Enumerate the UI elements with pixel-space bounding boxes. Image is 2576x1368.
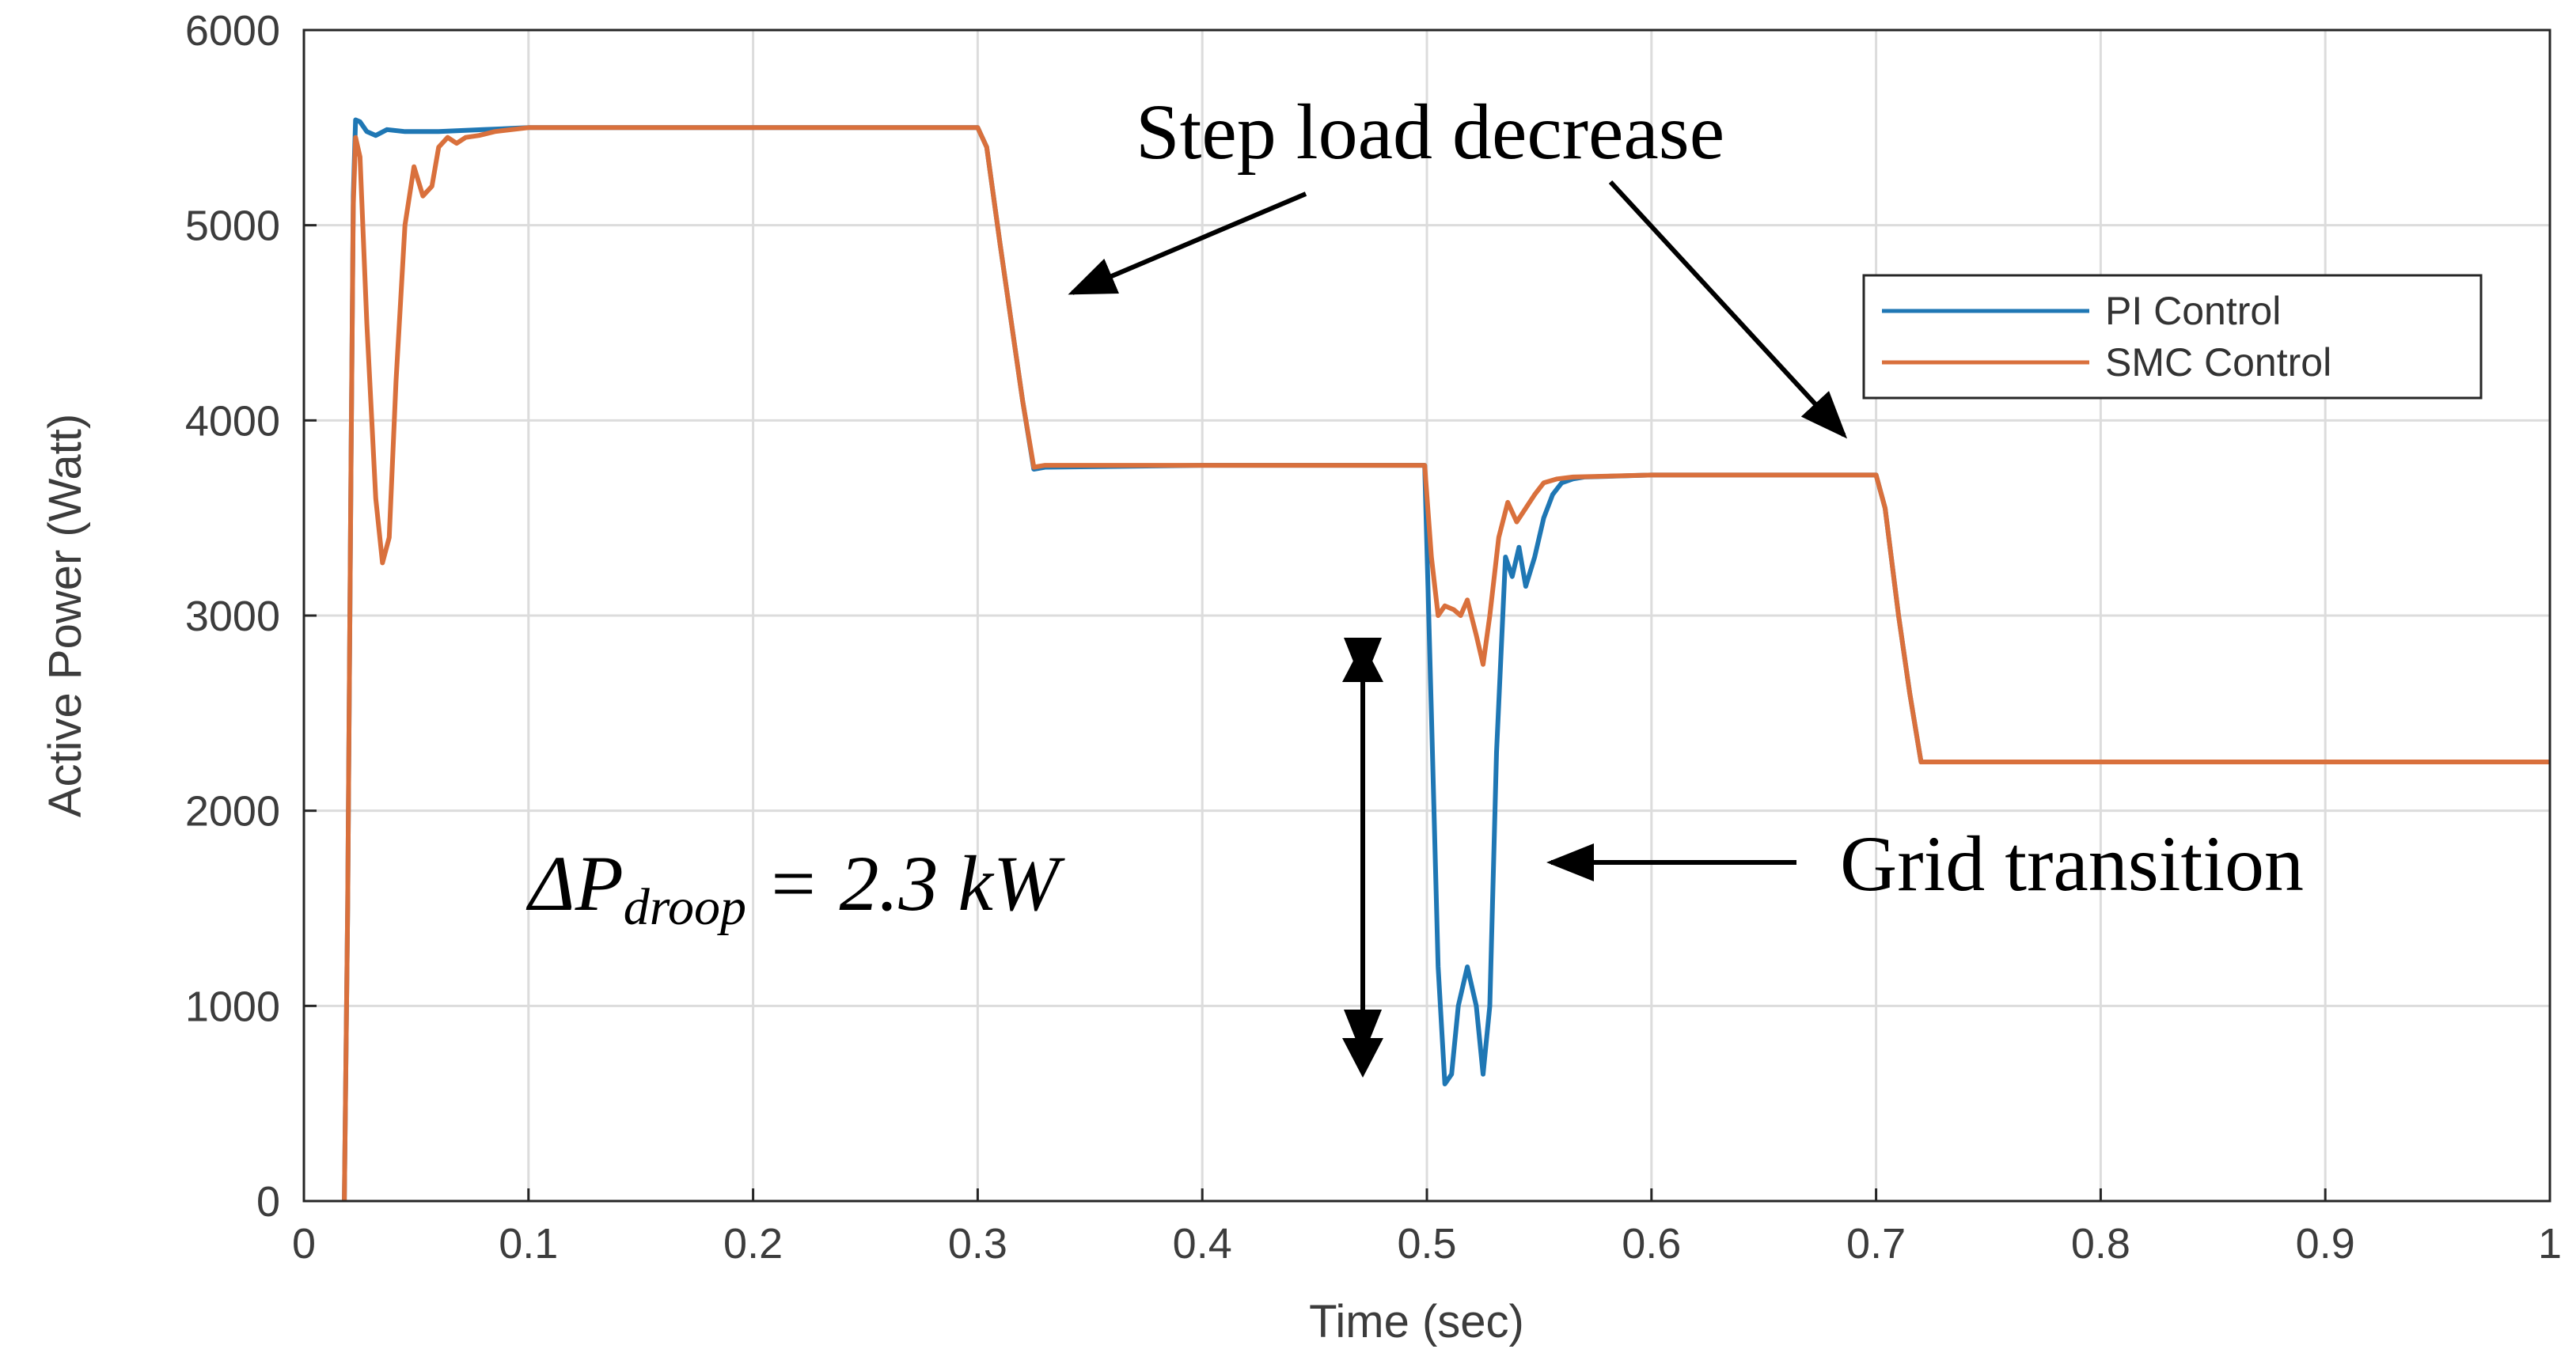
arrow-step-load-left <box>1068 191 1307 295</box>
y-tick-label: 0 <box>256 1178 280 1226</box>
x-tick-label: 0.7 <box>1846 1220 1906 1268</box>
y-tick-label: 4000 <box>185 397 280 445</box>
annotation-delta-p-droop: ΔPdroop = 2.3 kW <box>525 839 1065 936</box>
arrow-step-load-right <box>1608 180 1848 439</box>
y-tick-label: 1000 <box>185 983 280 1030</box>
annotation-step-load: Step load decrease <box>1136 88 1724 176</box>
x-tick-label: 1 <box>2538 1220 2562 1268</box>
tick-labels: 0 0.1 0.2 0.3 0.4 0.5 0.6 0.7 0.8 0.9 1 0 1000 2000 30… <box>185 7 2562 1268</box>
x-tick-label: 0 <box>292 1220 316 1268</box>
delta-value: = 2.3 kW <box>746 839 1065 927</box>
x-axis-label: Time (sec) <box>1309 1296 1524 1347</box>
x-tick-label: 0.2 <box>723 1220 783 1268</box>
x-tick-label: 0.1 <box>499 1220 558 1268</box>
legend-label-pi: PI Control <box>2105 289 2281 333</box>
annotation-grid-transition: Grid transition <box>1840 820 2304 908</box>
y-tick-label: 2000 <box>185 788 280 836</box>
legend: PI Control SMC Control <box>1862 274 2483 400</box>
x-tick-label: 0.6 <box>1622 1220 1681 1268</box>
delta-symbol: ΔP <box>525 839 624 927</box>
delta-subscript: droop <box>624 878 746 936</box>
x-tick-label: 0.3 <box>948 1220 1007 1268</box>
series-layer <box>342 117 2550 1201</box>
x-tick-label: 0.5 <box>1397 1220 1456 1268</box>
annotations: Step load decrease Grid transition ΔPdro… <box>525 88 2304 1078</box>
x-tick-label: 0.4 <box>1173 1220 1232 1268</box>
y-tick-label: 5000 <box>185 203 280 250</box>
legend-label-smc: SMC Control <box>2105 340 2331 385</box>
series-line-smc-control <box>342 125 2550 1201</box>
x-tick-label: 0.8 <box>2071 1220 2130 1268</box>
y-tick-label: 3000 <box>185 593 280 640</box>
y-tick-label: 6000 <box>185 7 280 55</box>
y-axis-label: Active Power (Watt) <box>40 414 91 817</box>
double-arrow-head-bottom <box>1342 1038 1383 1078</box>
x-tick-label: 0.9 <box>2296 1220 2355 1268</box>
legend-box <box>1862 274 2483 400</box>
double-arrow-head-top <box>1342 642 1383 682</box>
